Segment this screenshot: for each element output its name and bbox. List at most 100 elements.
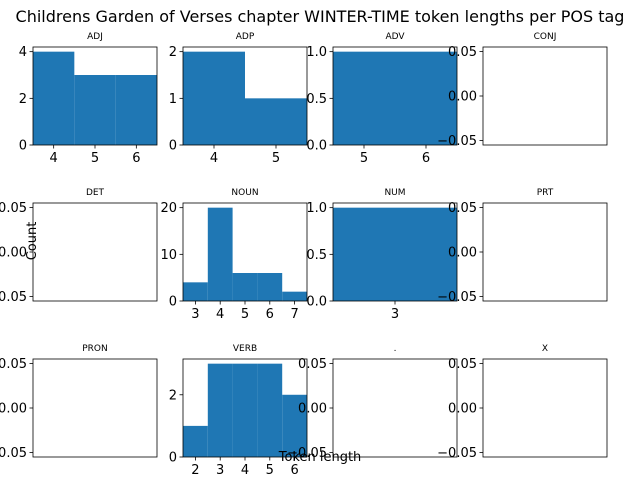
x-tick-label: 2	[191, 463, 199, 478]
bar	[282, 291, 307, 301]
x-tick-label: 5	[241, 307, 249, 322]
y-tick-label: −0.05	[437, 290, 477, 305]
panel-title: ADJ	[87, 32, 103, 42]
x-tick-label: 4	[241, 463, 249, 478]
x-tick-label: 3	[191, 307, 199, 322]
panel-title: PRT	[537, 188, 554, 198]
panel-4: DET −0.05 0.00 0.05	[0, 188, 158, 305]
bar	[74, 75, 116, 145]
x-tick-label: 5	[91, 151, 99, 166]
y-tick-label: 0.00	[448, 90, 477, 105]
bar	[232, 273, 258, 301]
panel-title: VERB	[233, 344, 257, 354]
y-tick-label: 0	[169, 139, 177, 154]
x-tick-label: 6	[132, 151, 140, 166]
figure-title: Childrens Garden of Verses chapter WINTE…	[16, 7, 625, 26]
panel-frame	[32, 202, 158, 302]
y-tick-label: 20	[160, 201, 177, 216]
y-tick-label: 1.0	[306, 45, 327, 60]
bar	[395, 51, 457, 145]
y-tick-label: −0.05	[0, 446, 27, 461]
panel-11: X −0.05 0.00 0.05	[437, 344, 608, 461]
panel-frame	[482, 46, 608, 146]
y-axis-label: Count	[25, 222, 40, 261]
y-tick-label: 0	[19, 139, 27, 154]
y-tick-label: 0.0	[306, 295, 327, 310]
bar	[207, 207, 233, 301]
panel-frame	[332, 46, 458, 146]
bar	[115, 75, 157, 145]
panel-title: .	[394, 344, 397, 354]
panel-title: ADP	[236, 32, 255, 42]
bar	[282, 394, 307, 457]
bar	[183, 425, 208, 457]
y-tick-label: 0.5	[306, 92, 327, 107]
x-axis-label: Token length	[278, 450, 362, 465]
panel-title: NOUN	[231, 188, 258, 198]
bar	[183, 282, 208, 301]
y-tick-label: 0	[169, 295, 177, 310]
panel-title: PRON	[82, 344, 108, 354]
y-tick-label: 2	[169, 45, 177, 60]
panel-title: ADV	[385, 32, 405, 42]
y-tick-label: 10	[160, 248, 177, 263]
y-tick-label: −0.05	[287, 446, 327, 461]
y-tick-label: 2	[19, 92, 27, 107]
panel-5: NOUN 0 10 20 3 4 5 6 7	[160, 188, 308, 322]
bar	[257, 273, 283, 301]
bar	[333, 207, 457, 301]
y-tick-label: 0.00	[298, 402, 327, 417]
y-tick-label: 1.0	[306, 201, 327, 216]
x-tick-label: 4	[50, 151, 58, 166]
x-tick-label: 3	[216, 463, 224, 478]
y-tick-label: 0.05	[0, 201, 27, 216]
y-tick-label: −0.05	[0, 290, 27, 305]
bar	[333, 51, 395, 145]
y-tick-label: 2	[169, 388, 177, 403]
panel-title: DET	[86, 188, 105, 198]
panel-frame	[332, 358, 458, 458]
bar	[183, 51, 245, 145]
panel-frame	[32, 358, 158, 458]
y-tick-label: 0.05	[298, 357, 327, 372]
y-tick-label: 0.00	[448, 246, 477, 261]
y-tick-label: 0.00	[448, 402, 477, 417]
y-tick-label: 0.05	[448, 45, 477, 60]
panel-title: X	[542, 344, 548, 354]
x-tick-label: 5	[272, 151, 280, 166]
x-tick-label: 6	[266, 307, 274, 322]
panel-6: NUM 0.0 0.5 1.0 3	[306, 188, 458, 322]
bar	[245, 98, 307, 145]
y-tick-label: 0	[169, 451, 177, 466]
x-tick-label: 3	[391, 307, 399, 322]
panel-7: PRT −0.05 0.00 0.05	[437, 188, 608, 305]
x-tick-label: 6	[422, 151, 430, 166]
y-tick-label: 0.05	[448, 201, 477, 216]
panel-title: NUM	[384, 188, 405, 198]
x-tick-label: 5	[266, 463, 274, 478]
panel-3: CONJ −0.05 0.00 0.05	[437, 32, 608, 149]
y-tick-label: 4	[19, 45, 27, 60]
y-tick-label: −0.05	[437, 134, 477, 149]
bar	[33, 51, 75, 145]
y-tick-label: 0.05	[0, 357, 27, 372]
y-tick-label: −0.05	[437, 446, 477, 461]
y-tick-label: 0.0	[306, 139, 327, 154]
x-tick-label: 7	[290, 307, 298, 322]
y-tick-label: 0.00	[0, 246, 27, 261]
panel-0: ADJ 0 2 4 4 5 6	[19, 32, 158, 166]
y-tick-label: 0.00	[0, 402, 27, 417]
bar	[257, 363, 283, 457]
panel-2: ADV 0.0 0.5 1.0 5 6	[306, 32, 458, 166]
x-tick-label: 4	[210, 151, 218, 166]
panel-10: . −0.05 0.00 0.05	[287, 344, 458, 461]
x-tick-label: 5	[360, 151, 368, 166]
panel-8: PRON −0.05 0.00 0.05	[0, 344, 158, 461]
bar	[232, 363, 258, 457]
x-tick-label: 6	[290, 463, 298, 478]
panel-1: ADP 0 1 2 4 5	[169, 32, 308, 166]
y-tick-label: 0.5	[306, 248, 327, 263]
